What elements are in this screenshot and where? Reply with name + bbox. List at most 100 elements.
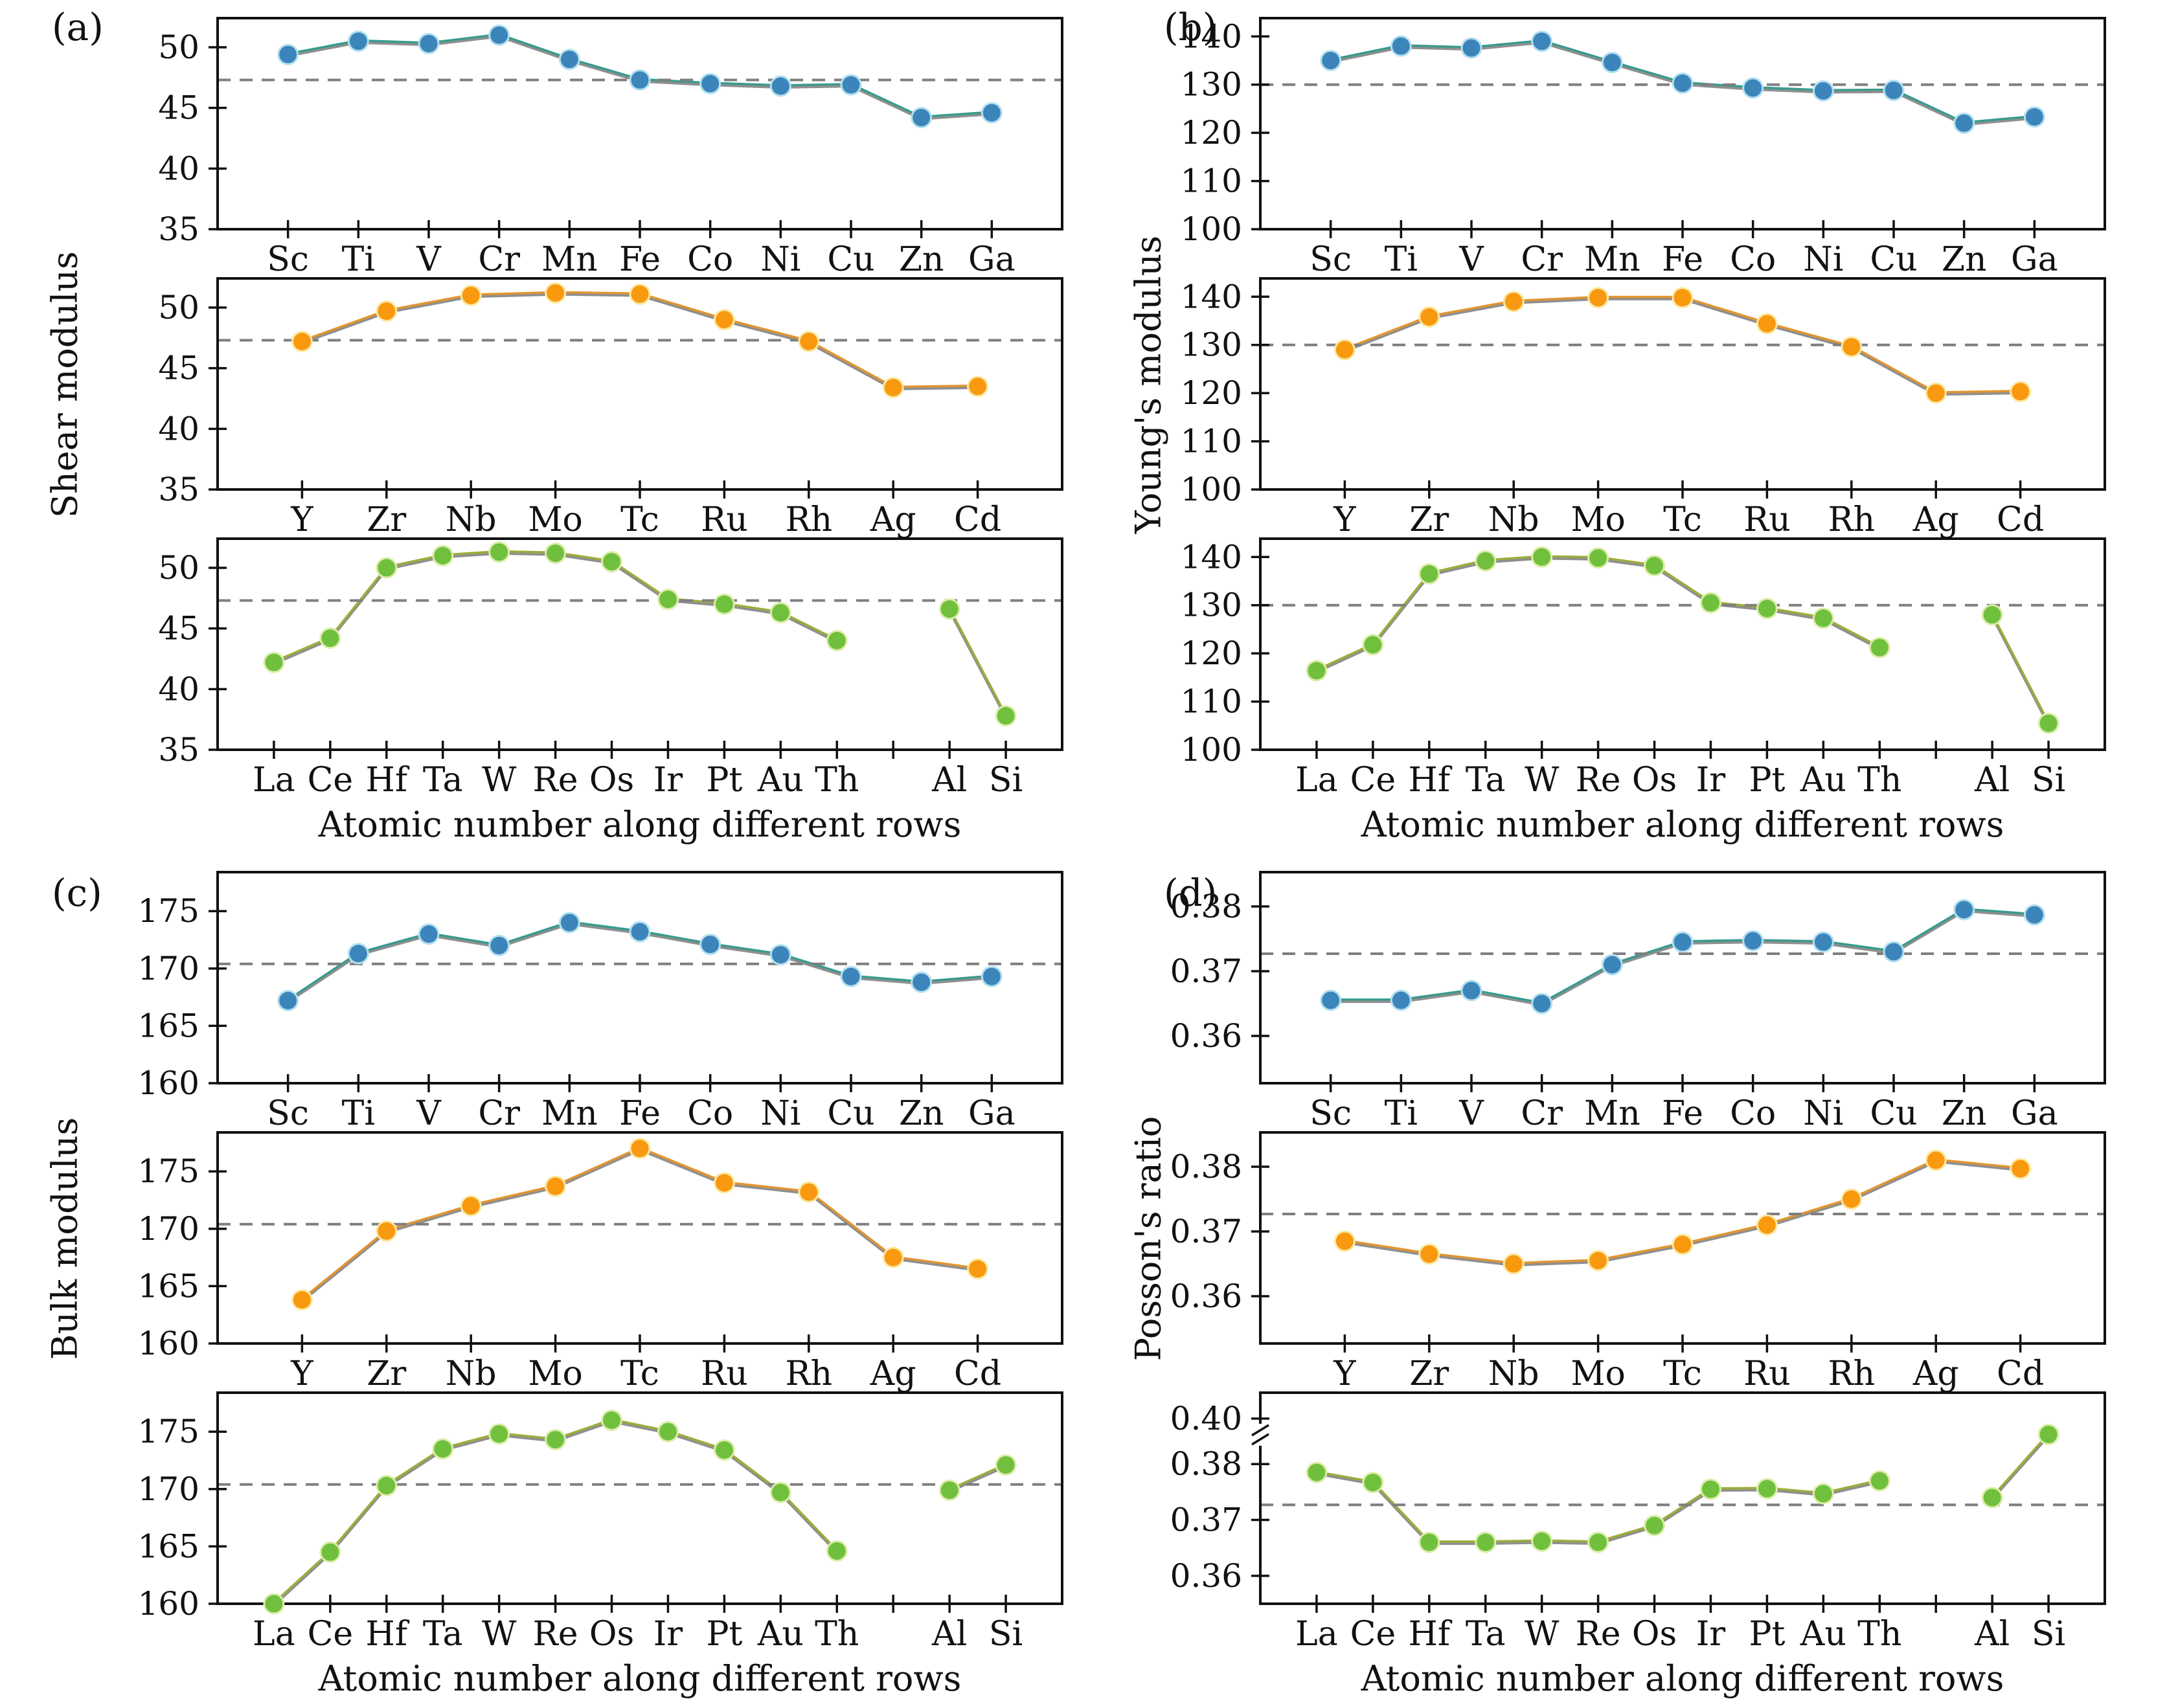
subplot-a-3d-row: 35 40 45 50 Sc Ti V Cr Mn Fe Co Ni Cu Zn Ga — [158, 17, 1063, 279]
svg-text:Cu: Cu — [827, 1094, 874, 1133]
svg-text:Fe: Fe — [1662, 1094, 1703, 1133]
svg-text:165: 165 — [138, 1527, 199, 1565]
svg-text:Zn: Zn — [1942, 240, 1987, 279]
svg-text:V: V — [416, 240, 442, 279]
svg-text:Hf: Hf — [366, 1615, 410, 1654]
svg-text:110: 110 — [1181, 423, 1242, 460]
svg-text:175: 175 — [138, 1413, 199, 1450]
svg-text:Ni: Ni — [1803, 1094, 1843, 1133]
svg-text:Ce: Ce — [308, 761, 354, 800]
svg-text:Zn: Zn — [899, 240, 944, 279]
svg-text:Mo: Mo — [1571, 500, 1626, 539]
svg-text:Pt: Pt — [706, 761, 742, 800]
svg-text:Tc: Tc — [620, 500, 659, 539]
svg-text:Th: Th — [815, 1615, 859, 1654]
svg-text:W: W — [1525, 761, 1560, 800]
svg-text:Mn: Mn — [541, 1094, 598, 1133]
svg-text:Au: Au — [1800, 1615, 1846, 1654]
svg-text:40: 40 — [158, 150, 199, 187]
panel-a-shear-modulus: (a) Shear modulus 35 40 45 50 Sc Ti V Cr Mn Fe Co N… — [0, 0, 1084, 854]
svg-text:Cd: Cd — [954, 1354, 1001, 1393]
svg-text:Ga: Ga — [2011, 240, 2058, 279]
svg-text:Hf: Hf — [366, 761, 410, 800]
svg-text:W: W — [482, 761, 517, 800]
svg-text:Mn: Mn — [1584, 1094, 1640, 1133]
svg-text:110: 110 — [1181, 163, 1242, 200]
svg-text:35: 35 — [158, 731, 199, 769]
svg-text:Co: Co — [687, 1094, 733, 1133]
svg-text:Zr: Zr — [1409, 500, 1449, 539]
svg-text:45: 45 — [158, 610, 199, 647]
svg-text:Th: Th — [815, 761, 859, 800]
svg-text:Sc: Sc — [1310, 240, 1352, 279]
svg-text:Ti: Ti — [1385, 1094, 1418, 1133]
svg-text:0.37: 0.37 — [1170, 1501, 1242, 1539]
svg-text:Si: Si — [2032, 761, 2065, 800]
svg-text:Ag: Ag — [870, 1354, 916, 1393]
svg-text:Y: Y — [290, 500, 313, 539]
svg-text:35: 35 — [158, 471, 199, 508]
subplot-c-5d-row: 160 165 170 175 La Ce Hf Ta W Re Os Ir Pt Au Th Al Si — [138, 1391, 1063, 1654]
subplot-d-3d-row: 0.36 0.37 0.38 Sc Ti V Cr Mn Fe Co Ni Cu Zn Ga — [1170, 871, 2106, 1133]
svg-text:175: 175 — [138, 1152, 199, 1190]
panel-d-poissons-ratio: (d) Posson's ratio 0.36 0.37 0.38 Sc Ti V Cr Mn… — [1084, 854, 2167, 1708]
svg-text:Al: Al — [931, 1615, 967, 1654]
panel-a-label: (a) — [52, 5, 104, 49]
svg-text:Zn: Zn — [1942, 1094, 1987, 1133]
svg-text:Rh: Rh — [1828, 1354, 1875, 1393]
svg-text:Ta: Ta — [1466, 1615, 1506, 1654]
subplot-c-3d-row: 160 165 170 175 Sc Ti V Cr Mn Fe Co Ni Cu Zn Ga — [138, 871, 1063, 1133]
svg-text:50: 50 — [158, 549, 199, 587]
svg-text:Cr: Cr — [478, 1094, 520, 1133]
svg-text:Y: Y — [290, 1354, 313, 1393]
svg-text:Al: Al — [1974, 761, 2010, 800]
svg-text:Ni: Ni — [1803, 240, 1843, 279]
svg-text:Ce: Ce — [1350, 761, 1396, 800]
svg-text:Cr: Cr — [1521, 240, 1563, 279]
svg-text:0.36: 0.36 — [1170, 1277, 1242, 1315]
subplot-b-3d-row: 100 110 120 130 140 Sc Ti V Cr Mn Fe Co Ni Cu Zn Ga — [1181, 17, 2106, 279]
svg-text:Ta: Ta — [1466, 761, 1506, 800]
svg-text:Au: Au — [1800, 761, 1846, 800]
svg-text:Nb: Nb — [446, 1354, 497, 1393]
svg-text:Zr: Zr — [1409, 1354, 1449, 1393]
svg-text:Hf: Hf — [1409, 761, 1453, 800]
svg-text:Ga: Ga — [968, 1094, 1015, 1133]
svg-text:Fe: Fe — [619, 240, 661, 279]
svg-text:Cd: Cd — [1997, 1354, 2044, 1393]
svg-text:Ir: Ir — [653, 1615, 683, 1654]
svg-text:W: W — [1525, 1615, 1560, 1654]
subplot-b-4d-row: 100 110 120 130 140 Y Zr Nb Mo Tc Ru Rh Ag Cd — [1181, 277, 2106, 539]
svg-text:130: 130 — [1181, 66, 1242, 104]
svg-text:50: 50 — [158, 28, 199, 66]
panel-b-youngs-modulus: (b) Young's modulus 100 110 120 130 140 Sc Ti V… — [1084, 0, 2167, 854]
svg-text:Cu: Cu — [1870, 240, 1917, 279]
svg-text:Sc: Sc — [267, 1094, 309, 1133]
svg-text:Th: Th — [1857, 1615, 1901, 1654]
svg-text:Os: Os — [589, 1615, 634, 1654]
panel-c-xaxis-title: Atomic number along different rows — [318, 1658, 962, 1699]
svg-text:Ga: Ga — [968, 240, 1015, 279]
subplot-a-5d-row: 35 40 45 50 La Ce Hf Ta W Re Os Ir Pt Au Th Al Si — [158, 537, 1063, 800]
svg-text:V: V — [1458, 1094, 1484, 1133]
svg-text:Mn: Mn — [1584, 240, 1640, 279]
svg-text:Os: Os — [589, 761, 634, 800]
panel-c-label: (c) — [52, 871, 102, 915]
panel-b-label: (b) — [1164, 5, 1218, 49]
svg-text:Tc: Tc — [1663, 500, 1702, 539]
subplot-c-4d-row: 160 165 170 175 Y Zr Nb Mo Tc Ru Rh Ag Cd — [138, 1131, 1063, 1393]
svg-text:165: 165 — [138, 1267, 199, 1305]
svg-text:Cd: Cd — [954, 500, 1001, 539]
svg-text:Au: Au — [757, 761, 804, 800]
svg-text:Ni: Ni — [760, 240, 800, 279]
svg-text:Co: Co — [687, 240, 733, 279]
svg-text:130: 130 — [1181, 587, 1242, 624]
svg-text:Ta: Ta — [423, 761, 463, 800]
svg-text:Re: Re — [533, 761, 578, 800]
panel-b-xaxis-title: Atomic number along different rows — [1361, 804, 2004, 845]
svg-text:100: 100 — [1181, 731, 1242, 769]
subplot-d-5d-row: 0.36 0.37 0.38 La Ce Hf Ta W Re Os Ir Pt Au Th Al Si 0.4… — [1170, 1391, 2106, 1654]
svg-text:Nb: Nb — [1488, 1354, 1539, 1393]
svg-text:Rh: Rh — [785, 1354, 832, 1393]
svg-text:Au: Au — [757, 1615, 804, 1654]
